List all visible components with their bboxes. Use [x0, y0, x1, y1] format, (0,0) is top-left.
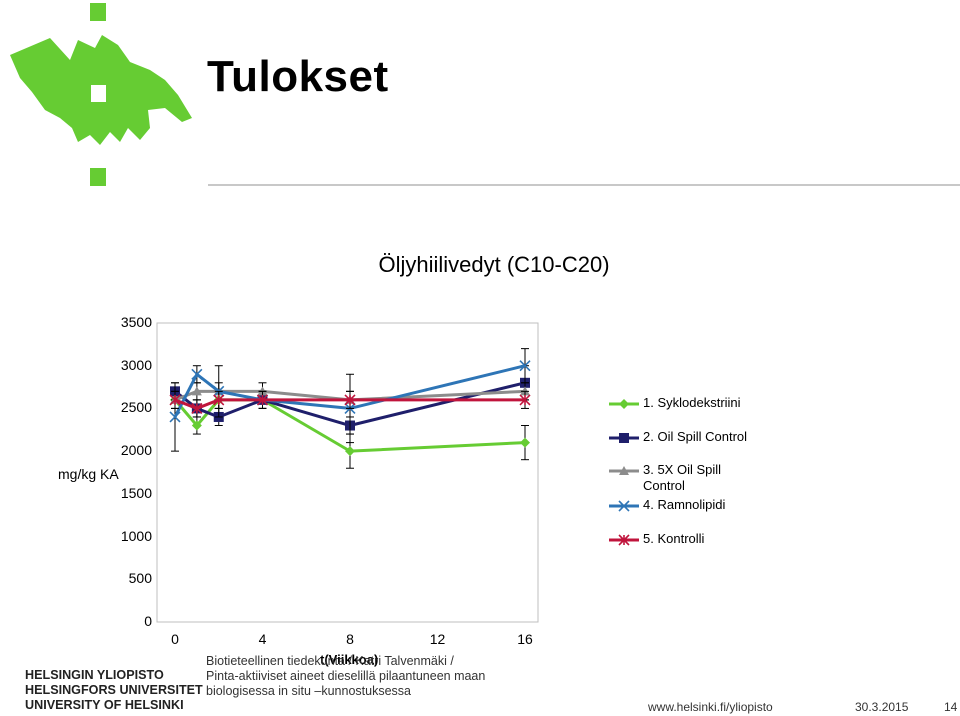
y-tick-label: 0	[144, 613, 152, 629]
legend-swatch	[609, 500, 639, 512]
y-tick-label: 3000	[120, 356, 152, 373]
legend-label: 3. 5X Oil Spill Control	[643, 462, 722, 493]
footer-line: biologisessa in situ –kunnostuksessa	[206, 684, 411, 698]
plot-frame	[156, 322, 539, 623]
series-star	[169, 390, 531, 418]
x-tick-label: 4	[258, 631, 267, 647]
page-number: 14	[944, 700, 958, 714]
data-point	[256, 394, 269, 406]
x-tick-label: 16	[517, 631, 533, 647]
data-point	[191, 420, 202, 431]
x-tick-label: 0	[171, 631, 179, 647]
legend-swatch	[609, 399, 639, 409]
university-name-fi: HELSINGIN YLIOPISTO	[25, 668, 164, 682]
data-point	[519, 394, 531, 406]
x-axis-label: t(Viikkoa)	[320, 652, 379, 667]
legend-swatch	[609, 534, 639, 546]
data-point	[520, 437, 530, 448]
y-tick-label: 3500	[120, 314, 152, 330]
data-point	[519, 360, 531, 372]
series-line	[174, 398, 525, 410]
data-point	[191, 368, 203, 380]
chart-title: Öljyhiilivedyt (C10-C20)	[378, 252, 610, 277]
legend-swatch	[609, 466, 639, 475]
y-axis-label: mg/kg KA	[58, 466, 119, 482]
university-name-en: UNIVERSITY OF HELSINKI	[25, 698, 184, 712]
legend-label: 2. Oil Spill Control	[643, 429, 748, 444]
data-point	[213, 394, 225, 406]
legend-swatch	[609, 433, 639, 443]
footer-line: Biotieteellinen tiedekunta / Katri Talve…	[206, 654, 454, 668]
legend-label: 1. Syklodekstriini	[643, 395, 741, 410]
data-point	[618, 534, 630, 546]
footer-url: www.helsinki.fi/yliopisto	[648, 700, 773, 714]
x-tick-label: 8	[346, 631, 354, 647]
data-point	[618, 500, 630, 512]
data-point	[191, 386, 202, 396]
data-point	[191, 402, 203, 414]
footer-line: Pinta-aktiiviset aineet dieselillä pilaa…	[206, 669, 486, 683]
data-point	[169, 411, 181, 423]
footer-date: 30.3.2015	[855, 700, 909, 714]
footer-description: Biotieteellinen tiedekunta / Katri Talve…	[206, 654, 506, 699]
data-point	[619, 433, 629, 443]
data-point	[169, 394, 181, 406]
chart-axes	[156, 322, 539, 623]
legend-label: 5. Kontrolli	[643, 531, 705, 546]
y-tick-label: 500	[128, 570, 152, 587]
x-tick-label: 12	[429, 631, 446, 647]
slide-title: Tulokset	[207, 52, 389, 101]
university-name: HELSINGIN YLIOPISTO HELSINGFORS UNIVERSI…	[25, 668, 203, 713]
title-divider	[208, 184, 960, 186]
data-point	[619, 399, 629, 409]
flame-logo-icon	[10, 3, 192, 186]
legend-label: 4. Ramnolipidi	[643, 497, 726, 512]
y-tick-label: 1500	[120, 484, 152, 501]
data-point	[344, 394, 356, 406]
data-point	[345, 446, 355, 457]
university-name-sv: HELSINGFORS UNIVERSITET	[25, 683, 203, 697]
chart-series-layer	[169, 348, 531, 469]
y-tick-label: 2500	[120, 399, 152, 416]
data-point	[619, 466, 629, 475]
y-tick-label: 1000	[120, 527, 152, 544]
y-tick-label: 2000	[120, 442, 152, 459]
